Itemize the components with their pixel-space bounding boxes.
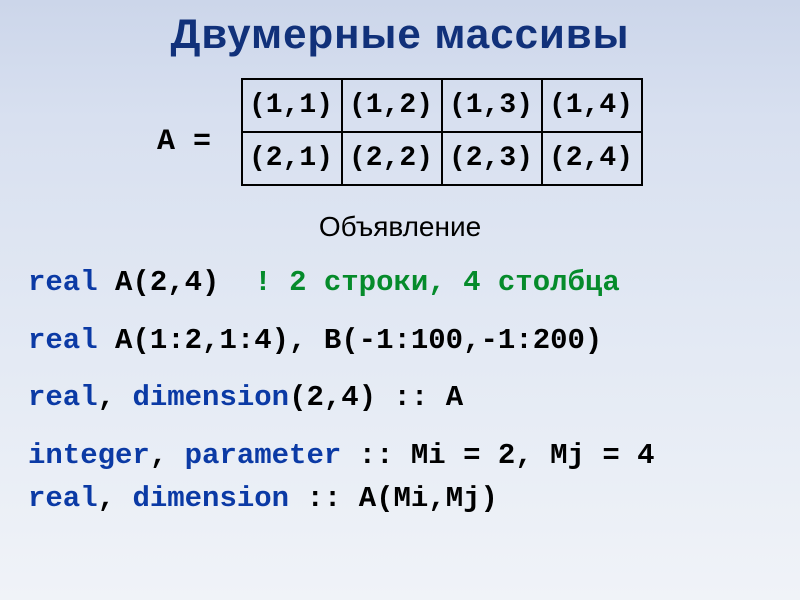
code-text: , — [150, 439, 185, 472]
code-line-1: real A(2,4) ! 2 строки, 4 столбца — [28, 261, 800, 305]
matrix-table: (1,1) (1,2) (1,3) (1,4) (2,1) (2,2) (2,3… — [241, 78, 643, 186]
code-text: :: Mi = 2, Mj = 4 — [341, 439, 654, 472]
matrix-cell: (1,2) — [342, 79, 442, 132]
table-row: (1,1) (1,2) (1,3) (1,4) — [242, 79, 642, 132]
code-text: , — [98, 381, 133, 414]
matrix-cell: (2,3) — [442, 132, 542, 185]
code-line-2: real A(1:2,1:4), B(-1:100,-1:200) — [28, 319, 800, 363]
code-text: A(2,4) — [98, 266, 220, 299]
matrix-cell: (1,3) — [442, 79, 542, 132]
matrix-label: A = — [157, 125, 211, 159]
code-gap — [219, 266, 254, 299]
code-comment: ! 2 строки, 4 столбца — [254, 266, 619, 299]
keyword-dimension: dimension — [132, 381, 289, 414]
keyword-parameter: parameter — [185, 439, 342, 472]
code-text: , — [98, 482, 133, 515]
code-text: :: A(Mi,Mj) — [289, 482, 498, 515]
code-text: A(1:2,1:4), B(-1:100,-1:200) — [98, 324, 603, 357]
code-line-5: real, dimension :: A(Mi,Mj) — [28, 477, 800, 521]
code-block: real A(2,4) ! 2 строки, 4 столбца real A… — [28, 261, 800, 521]
code-line-4: integer, parameter :: Mi = 2, Mj = 4 — [28, 434, 800, 478]
keyword-dimension: dimension — [132, 482, 289, 515]
code-text: (2,4) :: A — [289, 381, 463, 414]
keyword-integer: integer — [28, 439, 150, 472]
matrix-cell: (2,1) — [242, 132, 342, 185]
page-title: Двумерные массивы — [0, 0, 800, 58]
matrix-cell: (2,2) — [342, 132, 442, 185]
subheading: Объявление — [0, 211, 800, 243]
keyword-real: real — [28, 482, 98, 515]
matrix-cell: (2,4) — [542, 132, 642, 185]
matrix-cell: (1,4) — [542, 79, 642, 132]
matrix-section: A = (1,1) (1,2) (1,3) (1,4) (2,1) (2,2) … — [0, 78, 800, 186]
keyword-real: real — [28, 266, 98, 299]
code-line-3: real, dimension(2,4) :: A — [28, 376, 800, 420]
table-row: (2,1) (2,2) (2,3) (2,4) — [242, 132, 642, 185]
keyword-real: real — [28, 324, 98, 357]
matrix-cell: (1,1) — [242, 79, 342, 132]
keyword-real: real — [28, 381, 98, 414]
